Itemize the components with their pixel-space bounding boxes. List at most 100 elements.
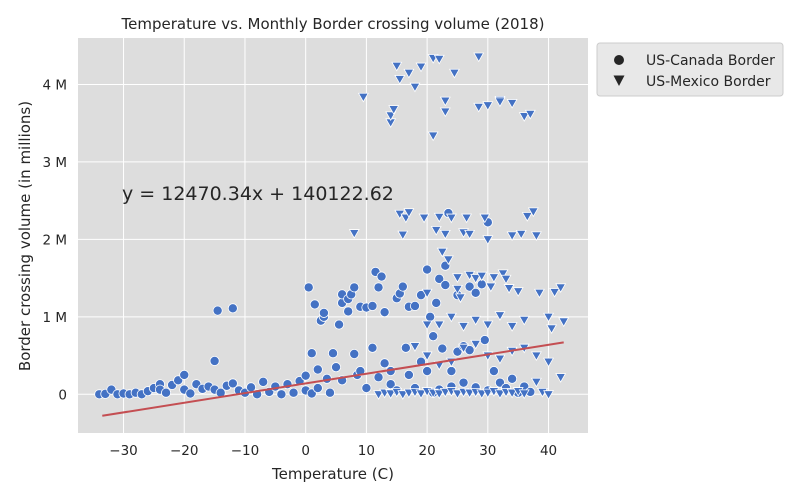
legend-label-mexico: US-Mexico Border — [646, 74, 771, 90]
canada-point — [422, 366, 433, 377]
mexico-point — [464, 229, 476, 240]
canada-point — [385, 379, 396, 390]
y-tick-label: 0 — [58, 387, 67, 403]
mexico-point — [433, 54, 445, 65]
mexico-point — [458, 322, 470, 332]
mexico-point — [439, 107, 451, 118]
mexico-point — [521, 212, 533, 222]
mexico-point — [403, 388, 415, 399]
mexico-point — [385, 111, 397, 122]
canada-point — [367, 300, 378, 311]
y-tick-label: 2 M — [42, 232, 67, 248]
canada-point — [161, 387, 172, 398]
mexico-point — [488, 273, 500, 283]
mexico-point — [530, 377, 542, 388]
mexico-point — [433, 212, 445, 223]
canada-point — [300, 370, 311, 381]
canada-point — [437, 343, 448, 354]
mexico-point — [445, 213, 457, 224]
canada-point — [376, 271, 387, 282]
mexico-point — [357, 92, 369, 103]
x-tick-label: −30 — [109, 443, 138, 459]
canada-point — [276, 389, 287, 400]
canada-point — [309, 299, 320, 310]
legend-circle-icon — [614, 55, 624, 65]
mexico-point — [451, 284, 463, 295]
canada-point — [373, 372, 384, 383]
mexico-point — [515, 229, 527, 240]
mexico-point — [530, 351, 542, 362]
canada-point — [479, 335, 490, 346]
mexico-point — [543, 390, 555, 400]
canada-point — [349, 348, 360, 359]
mexico-point — [482, 320, 494, 331]
mexico-point — [518, 112, 530, 122]
canada-point — [227, 303, 238, 314]
canada-point — [334, 319, 345, 330]
mexico-point — [418, 213, 430, 224]
mexico-point — [433, 320, 445, 331]
canada-point — [409, 300, 420, 311]
y-tick-label: 4 M — [42, 77, 67, 93]
regression-line — [102, 341, 564, 417]
mexico-point — [421, 320, 433, 331]
canada-point — [185, 388, 196, 399]
mexico-point — [558, 317, 570, 328]
mexico-point — [485, 282, 497, 293]
mexico-point — [464, 388, 476, 399]
canada-point — [428, 331, 439, 342]
mexico-point — [482, 388, 494, 399]
mexico-point — [409, 342, 421, 352]
mexico-point — [546, 324, 558, 335]
mexico-point — [555, 373, 567, 383]
mexico-point — [494, 97, 506, 108]
mexico-point — [479, 213, 491, 224]
canada-point — [458, 377, 469, 388]
canada-point — [258, 376, 269, 387]
mexico-point — [397, 230, 409, 241]
mexico-point — [518, 315, 530, 326]
mexico-point — [415, 389, 427, 400]
canada-point — [349, 282, 360, 293]
mexico-point — [543, 312, 555, 323]
canada-point — [403, 369, 414, 380]
canada-point — [431, 297, 442, 308]
mexico-point — [442, 255, 454, 266]
mexico-point — [394, 75, 406, 85]
y-axis-ticks: 0 1 M 2 M 3 M 4 M — [42, 77, 67, 403]
legend-label-canada: US-Canada Border — [646, 53, 775, 69]
canada-point — [209, 355, 220, 366]
x-tick-label: 10 — [358, 443, 375, 459]
canada-point — [331, 362, 342, 373]
mexico-point — [527, 207, 539, 218]
mexico-point — [403, 208, 415, 218]
mexico-point — [497, 269, 509, 280]
mexico-point — [549, 288, 561, 298]
mexico-point — [421, 351, 433, 362]
x-tick-label: 0 — [301, 443, 310, 459]
canada-point — [288, 387, 299, 398]
legend-box — [596, 42, 784, 97]
mexico-point — [436, 247, 448, 258]
y-tick-label: 1 M — [42, 310, 67, 326]
mexico-point — [482, 101, 494, 111]
canada-point — [306, 348, 317, 359]
mexico-point — [439, 229, 451, 240]
canada-point — [440, 280, 451, 291]
canada-point — [303, 282, 314, 293]
y-tick-label: 3 M — [42, 155, 67, 171]
mexico-point — [476, 271, 488, 282]
mexico-point — [348, 229, 360, 239]
canada-point — [400, 342, 411, 353]
mexico-point — [458, 343, 470, 354]
canada-point — [425, 311, 436, 322]
mexico-point — [391, 61, 403, 72]
canada-point — [422, 264, 433, 275]
mexico-point — [512, 287, 524, 297]
x-tick-label: 20 — [419, 443, 436, 459]
canada-point — [227, 378, 238, 389]
canada-point — [312, 383, 323, 394]
mexico-point — [530, 231, 542, 242]
chart-title: Temperature vs. Monthly Border crossing … — [121, 15, 545, 33]
